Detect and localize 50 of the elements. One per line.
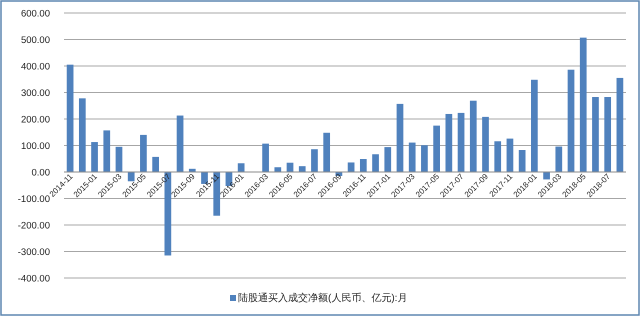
bar [91,142,98,172]
bar [592,97,599,172]
y-tick-label: -300.00 [18,247,50,258]
bar [458,112,464,172]
bar [176,116,184,172]
bar [116,146,122,172]
bar [494,141,502,172]
bar [262,144,269,172]
y-tick-label: 100.00 [20,141,50,152]
bar [555,146,562,172]
bar [286,162,294,172]
bar [103,130,110,172]
y-tick-label: 300.00 [20,88,50,99]
y-tick-label: -200.00 [18,220,50,232]
y-tick-label: 400.00 [20,62,50,72]
bar [604,97,612,172]
bar [372,154,379,172]
bar [531,80,538,172]
bar [421,145,428,172]
y-tick-label: 200.00 [20,114,50,126]
y-tick-label: -100.00 [18,194,50,205]
bar [298,166,306,172]
bar [78,98,86,172]
bar [518,150,526,172]
bar [506,138,514,172]
bar [580,38,587,172]
bar [360,159,367,172]
y-tick-label: -400.00 [18,274,50,284]
bar [543,172,550,180]
bar [470,100,477,172]
bar [616,78,624,172]
legend-label: 陆股通买入成交净额(人民币、亿元):月 [238,292,408,304]
bar [384,147,392,172]
bar [568,70,574,172]
bar [408,142,416,172]
y-tick-label: 600.00 [20,8,50,20]
bar [66,64,74,172]
bar [152,156,159,172]
bar [311,149,318,172]
bar [433,126,440,172]
y-tick-label: 0.00 [32,168,50,178]
bar [323,132,330,172]
bar [482,116,489,172]
bar [445,114,452,172]
bar [128,172,135,182]
bar [274,167,282,172]
y-tick-label: 500.00 [20,35,50,46]
bar [396,104,404,172]
bar [140,134,147,172]
bar [348,162,354,172]
